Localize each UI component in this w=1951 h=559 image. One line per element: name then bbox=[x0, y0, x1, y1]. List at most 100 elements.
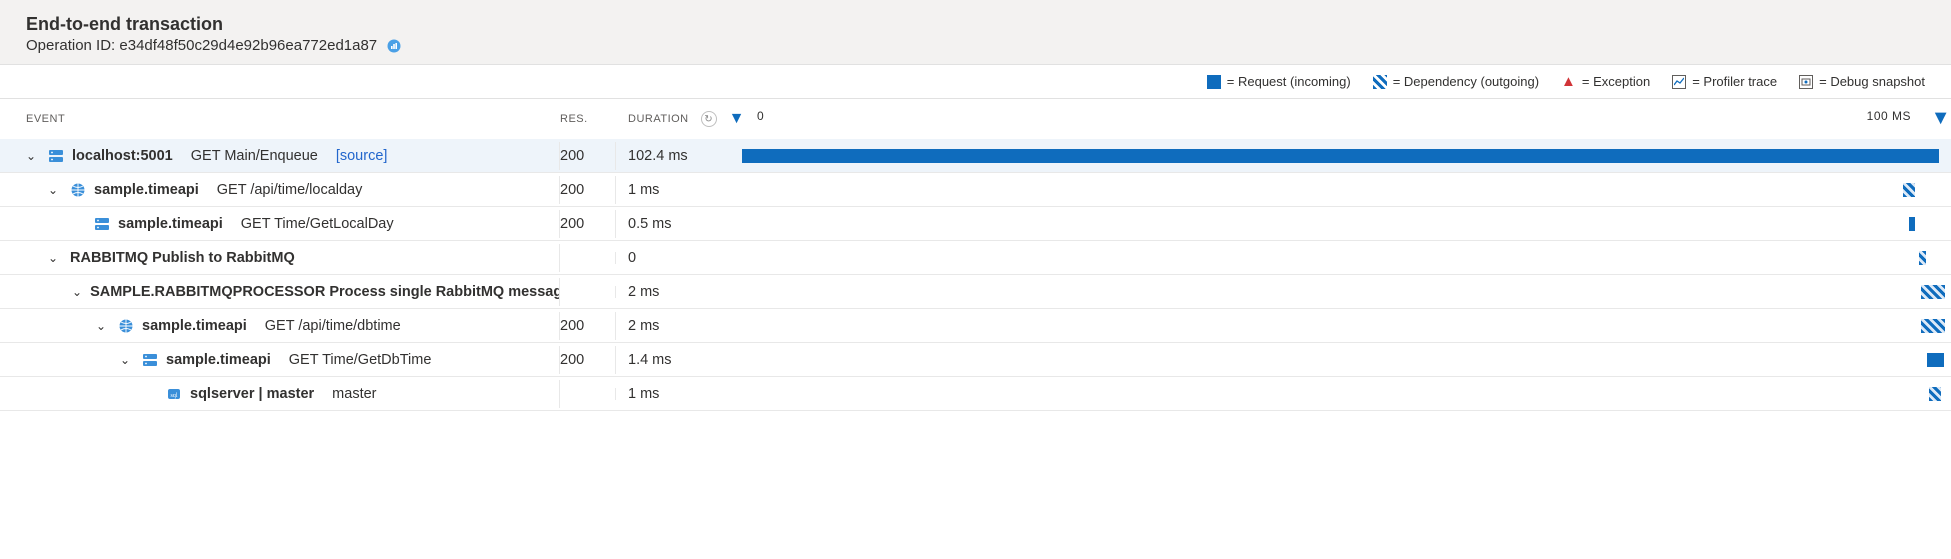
duration-cell: 0.5 ms bbox=[616, 210, 1951, 238]
operation-id-value: e34df48f50c29d4e92b96ea772ed1a87 bbox=[119, 37, 377, 54]
duration-text: 102.4 ms bbox=[628, 148, 718, 164]
chevron-down-icon[interactable]: ⌄ bbox=[96, 319, 110, 333]
res-cell: 200 bbox=[560, 312, 616, 340]
duration-text: 2 ms bbox=[628, 284, 718, 300]
timeline-axis: 0 100 MS ▼ bbox=[757, 109, 1951, 129]
res-cell: 200 bbox=[560, 210, 616, 238]
col-res[interactable]: Res. bbox=[560, 103, 616, 135]
bar-track bbox=[742, 387, 1939, 401]
table-row[interactable]: ⌄sample.timeapiGET /api/time/dbtime2002 … bbox=[0, 309, 1951, 343]
res-cell: 200 bbox=[560, 142, 616, 170]
chevron-down-icon[interactable]: ⌄ bbox=[26, 149, 40, 163]
res-cell bbox=[560, 388, 616, 400]
col-duration-label[interactable]: Duration bbox=[628, 113, 689, 125]
duration-bar bbox=[1903, 183, 1915, 197]
svg-text:sql: sql bbox=[170, 393, 177, 399]
source-link[interactable]: [source] bbox=[336, 148, 388, 164]
table-row[interactable]: ⌄ RABBITMQ Publish to RabbitMQ 0 bbox=[0, 241, 1951, 275]
legend-dependency-label: = Dependency (outgoing) bbox=[1393, 74, 1539, 89]
legend-dependency: = Dependency (outgoing) bbox=[1373, 73, 1539, 90]
res-cell: 200 bbox=[560, 176, 616, 204]
chevron-down-icon[interactable]: ⌄ bbox=[48, 251, 62, 265]
legend-debug: = Debug snapshot bbox=[1799, 73, 1925, 90]
duration-bar bbox=[742, 149, 1939, 163]
exception-icon: ▲ bbox=[1561, 73, 1576, 90]
filter-start-icon[interactable]: ▼ bbox=[729, 110, 745, 128]
res-cell bbox=[560, 252, 616, 264]
bar-track bbox=[742, 251, 1939, 265]
table-row[interactable]: ⌄ sample.timeapi GET /api/time/localday 200… bbox=[0, 173, 1951, 207]
server-icon bbox=[142, 352, 158, 368]
bar-track bbox=[742, 285, 1939, 299]
event-cell: sample.timeapi GET Time/GetLocalDay bbox=[0, 210, 560, 238]
bar-track bbox=[742, 319, 1939, 333]
col-duration: Duration ↻ ▼ 0 100 MS ▼ bbox=[616, 99, 1951, 139]
dependency-swatch-icon bbox=[1373, 75, 1387, 89]
debug-snapshot-icon bbox=[1799, 75, 1813, 89]
event-cell: ⌄ sample.timeapi GET /api/time/localday bbox=[0, 176, 560, 204]
duration-cell: 2 ms bbox=[616, 312, 1951, 340]
duration-text: 1.4 ms bbox=[628, 352, 718, 368]
event-detail: GET /api/time/localday bbox=[217, 182, 363, 198]
sql-icon: sql bbox=[166, 386, 182, 402]
event-name: SAMPLE.RABBITMQPROCESSOR Process single … bbox=[90, 284, 560, 300]
duration-cell: 2 ms bbox=[616, 278, 1951, 306]
event-name: sample.timeapi bbox=[166, 352, 271, 368]
bar-track bbox=[742, 183, 1939, 197]
col-event[interactable]: Event bbox=[0, 103, 560, 135]
event-detail: master bbox=[332, 386, 376, 402]
duration-bar bbox=[1909, 217, 1915, 231]
request-swatch-icon bbox=[1207, 75, 1221, 89]
duration-cell: 102.4 ms bbox=[616, 142, 1951, 170]
event-name: sample.timeapi bbox=[142, 318, 247, 334]
operation-id-line: Operation ID: e34df48f50c29d4e92b96ea772… bbox=[26, 37, 1925, 54]
chevron-down-icon[interactable]: ⌄ bbox=[120, 353, 134, 367]
table-row[interactable]: ⌄ sample.timeapi GET Time/GetDbTime 200 1.4 … bbox=[0, 343, 1951, 377]
event-cell: ⌄ RABBITMQ Publish to RabbitMQ bbox=[0, 244, 560, 272]
legend-exception-label: = Exception bbox=[1582, 74, 1650, 89]
event-name: RABBITMQ Publish to RabbitMQ bbox=[70, 250, 295, 266]
http-icon bbox=[70, 182, 86, 198]
rows-container: ⌄localhost:5001GET Main/Enqueue[source]2… bbox=[0, 139, 1951, 411]
event-name: sample.timeapi bbox=[94, 182, 199, 198]
legend-request: = Request (incoming) bbox=[1207, 73, 1351, 90]
legend-exception: ▲ = Exception bbox=[1561, 73, 1650, 90]
chevron-down-icon[interactable]: ⌄ bbox=[72, 285, 82, 299]
event-detail: GET Time/GetDbTime bbox=[289, 352, 432, 368]
event-cell: sql sqlserver | master master bbox=[0, 380, 560, 408]
legend: = Request (incoming) = Dependency (outgo… bbox=[0, 65, 1951, 99]
table-row[interactable]: sql sqlserver | master master 1 ms bbox=[0, 377, 1951, 411]
duration-cell: 0 bbox=[616, 244, 1951, 272]
legend-profiler: = Profiler trace bbox=[1672, 73, 1777, 90]
duration-text: 0 bbox=[628, 250, 718, 266]
bar-track bbox=[742, 149, 1939, 163]
table-row[interactable]: ⌄ SAMPLE.RABBITMQPROCESSOR Process single… bbox=[0, 275, 1951, 309]
clock-icon[interactable]: ↻ bbox=[701, 111, 717, 127]
duration-text: 1 ms bbox=[628, 182, 718, 198]
legend-request-label: = Request (incoming) bbox=[1227, 74, 1351, 89]
event-detail: GET Time/GetLocalDay bbox=[241, 216, 394, 232]
duration-cell: 1.4 ms bbox=[616, 346, 1951, 374]
filter-end-icon[interactable]: ▼ bbox=[1931, 107, 1951, 130]
table-row[interactable]: sample.timeapi GET Time/GetLocalDay 200 0.5… bbox=[0, 207, 1951, 241]
legend-profiler-label: = Profiler trace bbox=[1692, 74, 1777, 89]
event-detail: GET Main/Enqueue bbox=[191, 148, 318, 164]
duration-bar bbox=[1927, 353, 1944, 367]
chevron-down-icon[interactable]: ⌄ bbox=[48, 183, 62, 197]
duration-cell: 1 ms bbox=[616, 380, 1951, 408]
duration-bar bbox=[1929, 387, 1941, 401]
chart-icon[interactable] bbox=[385, 38, 403, 54]
duration-text: 0.5 ms bbox=[628, 216, 718, 232]
event-cell: ⌄localhost:5001GET Main/Enqueue[source] bbox=[0, 142, 560, 170]
bar-track bbox=[742, 217, 1939, 231]
event-name: sample.timeapi bbox=[118, 216, 223, 232]
event-name: sqlserver | master bbox=[190, 386, 314, 402]
table-row[interactable]: ⌄localhost:5001GET Main/Enqueue[source]2… bbox=[0, 139, 1951, 173]
duration-bar bbox=[1919, 251, 1926, 265]
res-cell: 200 bbox=[560, 346, 616, 374]
header: End-to-end transaction Operation ID: e34… bbox=[0, 0, 1951, 65]
event-cell: ⌄sample.timeapiGET /api/time/dbtime bbox=[0, 312, 560, 340]
duration-bar bbox=[1921, 285, 1945, 299]
server-icon bbox=[48, 148, 64, 164]
event-cell: ⌄ sample.timeapi GET Time/GetDbTime bbox=[0, 346, 560, 374]
